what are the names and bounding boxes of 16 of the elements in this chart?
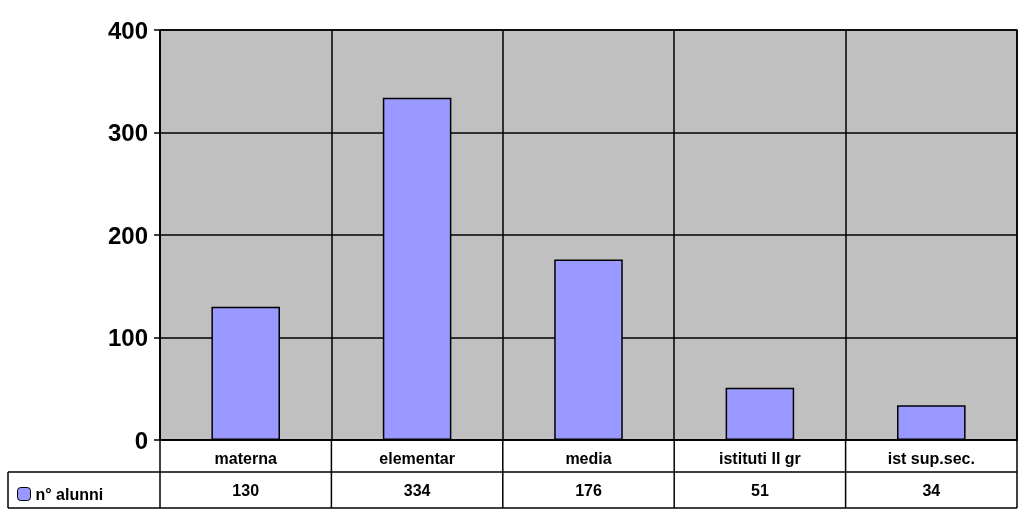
data-label: 334 — [403, 481, 431, 499]
x-tick-label: media — [565, 449, 612, 467]
y-tick-label: 400 — [107, 16, 148, 44]
x-tick-label: istituti II gr — [719, 449, 801, 467]
legend-label: n° alunni — [35, 485, 104, 503]
x-tick-label: ist sup.sec. — [887, 449, 975, 467]
data-label: 176 — [575, 481, 602, 499]
y-tick-label: 200 — [107, 221, 148, 249]
y-tick-label: 0 — [134, 426, 148, 454]
y-tick-label: 300 — [107, 119, 148, 146]
data-label: 34 — [922, 481, 941, 499]
data-label: 51 — [751, 481, 769, 499]
data-label: 130 — [232, 481, 260, 499]
y-tick-label: 100 — [107, 324, 148, 351]
x-tick-label: elementar — [379, 449, 455, 467]
x-tick-label: materna — [214, 449, 277, 467]
